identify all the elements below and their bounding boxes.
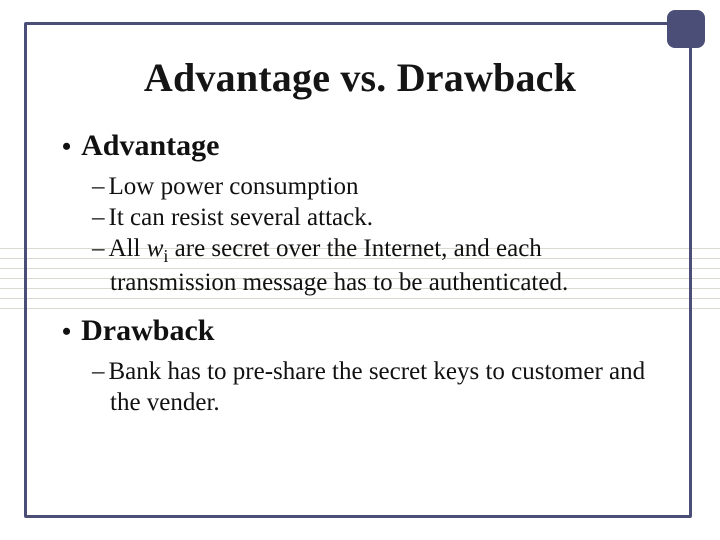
dash-icon: – <box>92 204 105 231</box>
section-heading: • Drawback <box>62 314 664 348</box>
slide: Advantage vs. Drawback • Advantage –Low … <box>0 0 720 540</box>
bullet-icon: • <box>62 134 71 160</box>
item-suffix: are secret over the Internet, and each t… <box>110 235 568 296</box>
section-drawback: • Drawback –Bank has to pre-share the se… <box>62 314 664 428</box>
item-prefix: All <box>109 235 147 262</box>
section-heading-text: Drawback <box>81 314 214 348</box>
bullet-icon: • <box>62 319 71 345</box>
sections-list: • Advantage –Low power consumption –It c… <box>56 129 664 428</box>
list-item: –It can resist several attack. <box>92 202 664 233</box>
item-text: It can resist several attack. <box>109 204 373 231</box>
list-item: –Low power consumption <box>92 171 664 202</box>
item-var: w <box>147 235 164 262</box>
list-item: –All wi are secret over the Internet, an… <box>92 233 664 298</box>
list-item: –Bank has to pre-share the secret keys t… <box>92 356 664 418</box>
dash-icon: – <box>92 235 105 262</box>
section-heading-text: Advantage <box>81 129 219 163</box>
section-advantage: • Advantage –Low power consumption –It c… <box>62 129 664 308</box>
slide-title: Advantage vs. Drawback <box>56 54 664 101</box>
item-text: Bank has to pre-share the secret keys to… <box>109 358 646 416</box>
slide-content: Advantage vs. Drawback • Advantage –Low … <box>34 28 686 428</box>
section-heading: • Advantage <box>62 129 664 163</box>
advantage-items: –Low power consumption –It can resist se… <box>62 163 664 308</box>
item-text: Low power consumption <box>109 173 359 200</box>
dash-icon: – <box>92 358 105 385</box>
drawback-items: –Bank has to pre-share the secret keys t… <box>62 348 664 428</box>
dash-icon: – <box>92 173 105 200</box>
